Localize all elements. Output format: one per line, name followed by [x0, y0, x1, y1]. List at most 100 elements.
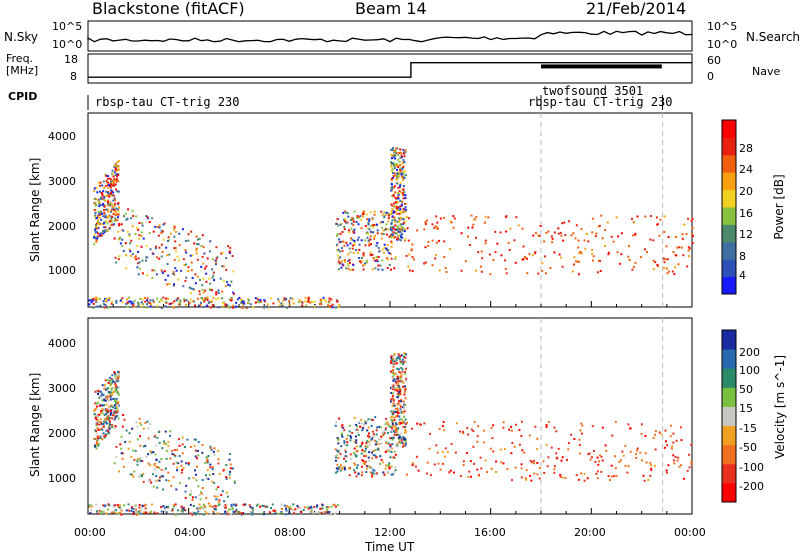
power-echo	[348, 247, 351, 250]
velocity-echo	[97, 393, 99, 395]
power-echo	[404, 196, 407, 199]
velocity-echo	[115, 411, 118, 414]
velocity-echo	[371, 475, 374, 478]
power-echo	[362, 211, 365, 214]
power-echo	[434, 257, 437, 260]
velocity-echo	[194, 449, 197, 452]
velocity-echo	[114, 389, 117, 392]
power-echo	[161, 299, 163, 302]
power-echo	[117, 216, 120, 219]
power-echo	[398, 173, 401, 176]
velocity-echo	[108, 405, 111, 408]
velocity-echo	[390, 398, 393, 401]
power-echo	[400, 191, 403, 194]
power-echo	[387, 228, 390, 231]
velocity-echo	[98, 402, 101, 405]
power-echo	[610, 235, 613, 238]
velocity-echo	[483, 441, 486, 444]
velocity-echo	[403, 352, 406, 355]
velocity-panel	[87, 317, 693, 515]
velocity-echo	[139, 444, 142, 447]
velocity-echo	[196, 457, 198, 460]
velocity-echo	[105, 403, 108, 406]
power-echo	[400, 210, 402, 213]
velocity-echo	[397, 355, 400, 358]
velocity-echo	[178, 438, 180, 441]
velocity-echo	[103, 387, 106, 390]
velocity-echo	[395, 445, 398, 448]
velocity-echo	[103, 511, 106, 513]
power-echo	[328, 297, 331, 300]
velocity-echo	[100, 510, 103, 513]
velocity-echo	[518, 429, 521, 431]
velocity-echo	[587, 453, 590, 456]
velocity-echo	[199, 507, 202, 510]
power-echo	[203, 300, 206, 303]
velocity-echo	[397, 382, 400, 385]
power-echo	[406, 227, 409, 230]
velocity-echo	[187, 462, 190, 464]
velocity-echo	[134, 510, 137, 513]
velocity-echo	[142, 480, 145, 483]
velocity-echo	[640, 432, 643, 435]
velocity-echo	[198, 494, 201, 497]
power-echo	[389, 234, 392, 237]
velocity-echo	[101, 399, 104, 402]
power-echo	[404, 203, 407, 205]
velocity-echo	[229, 508, 232, 511]
velocity-echo	[215, 498, 218, 501]
power-echo	[399, 231, 401, 233]
power-echo	[375, 244, 378, 247]
velocity-echo	[144, 421, 147, 424]
velocity-echo	[613, 475, 616, 478]
velocity-echo	[290, 508, 293, 511]
velocity-echo	[673, 459, 676, 462]
velocity-colorbar-segment	[722, 387, 736, 407]
power-echo	[400, 166, 403, 169]
power-echo	[636, 215, 639, 218]
velocity-echo	[129, 473, 132, 476]
power-echo	[113, 178, 116, 181]
velocity-echo	[107, 400, 110, 403]
power-echo	[272, 302, 275, 305]
velocity-echo	[176, 466, 179, 469]
power-echo	[391, 215, 394, 218]
power-echo	[195, 252, 198, 255]
power-echo	[331, 303, 334, 306]
velocity-echo	[167, 444, 170, 447]
power-echo	[173, 225, 176, 228]
velocity-echo	[593, 450, 595, 452]
power-echo	[342, 211, 345, 214]
velocity-echo	[222, 469, 225, 472]
velocity-echo	[534, 425, 537, 428]
power-echo	[424, 220, 427, 223]
velocity-echo	[140, 474, 143, 477]
velocity-echo	[120, 452, 123, 455]
velocity-echo	[337, 450, 340, 453]
power-echo	[146, 299, 149, 302]
velocity-echo	[238, 511, 241, 514]
velocity-echo	[303, 506, 306, 509]
power-echo	[115, 170, 118, 173]
velocity-echo	[357, 421, 360, 424]
power-echo	[262, 306, 265, 309]
velocity-echo	[402, 445, 404, 448]
power-echo	[392, 231, 395, 234]
power-echo	[206, 298, 209, 301]
velocity-echo	[225, 464, 228, 466]
velocity-echo	[138, 475, 141, 478]
velocity-echo	[406, 473, 408, 476]
power-echo	[385, 211, 388, 214]
velocity-echo	[397, 394, 400, 397]
power-echo	[215, 263, 217, 266]
velocity-echo	[396, 403, 399, 406]
cpid-text-3: rbsp-tau CT-trig 230	[528, 95, 673, 109]
power-echo	[110, 217, 113, 220]
power-echo	[385, 223, 388, 226]
velocity-echo	[155, 444, 158, 447]
power-echo	[381, 226, 383, 229]
velocity-echo	[174, 503, 177, 506]
velocity-echo	[206, 461, 209, 464]
power-echo	[392, 193, 395, 196]
power-echo	[398, 209, 400, 212]
